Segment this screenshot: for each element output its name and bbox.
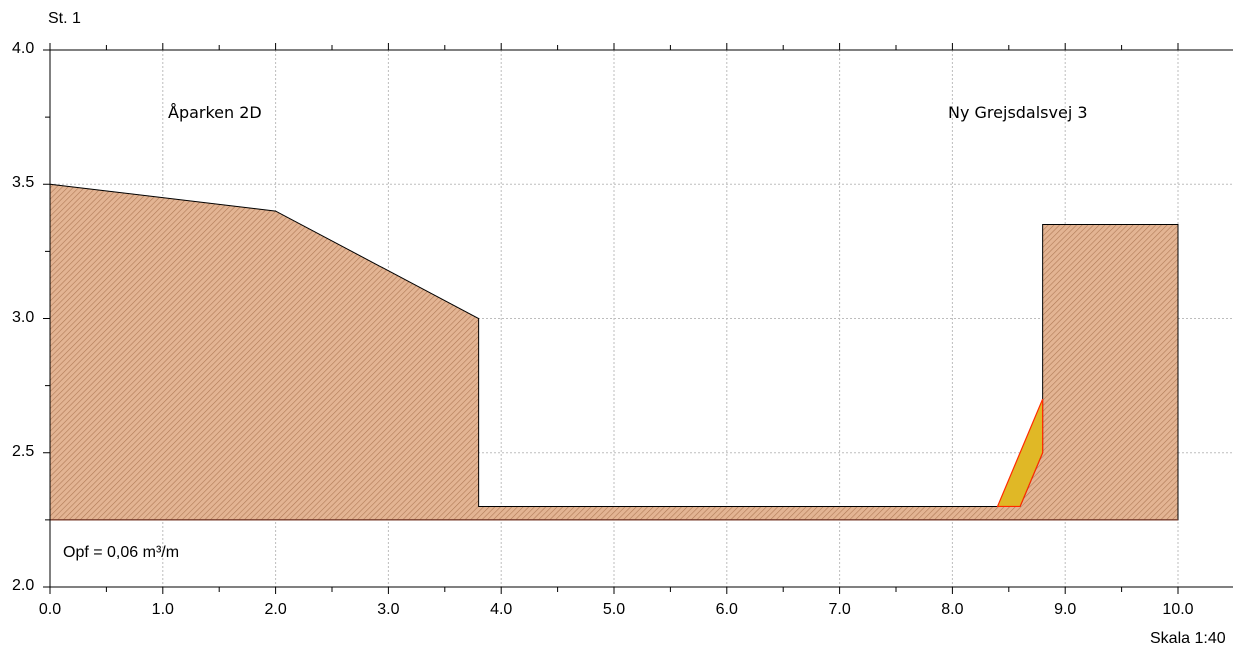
x-tick-label: 10.0: [1162, 601, 1194, 618]
right-owner-label: Ny Grejsdalsvej 3: [948, 103, 1088, 122]
scale-label: Skala 1:40: [1150, 630, 1226, 647]
left-owner-label: Åparken 2D: [168, 103, 262, 122]
opf-label: Opf = 0,06 m³/m: [63, 544, 180, 561]
axes: [43, 43, 1233, 594]
station-label: St. 1: [48, 10, 81, 27]
x-tick-label: 6.0: [715, 601, 738, 618]
x-tick-label: 1.0: [151, 601, 174, 618]
x-tick-label: 3.0: [377, 601, 400, 618]
fill-layer: [996, 398, 1044, 508]
y-tick-label: 2.5: [12, 442, 35, 460]
y-tick-label: 3.5: [12, 174, 35, 192]
y-tick-label: 2.0: [12, 577, 35, 594]
x-tick-label: 4.0: [490, 601, 513, 618]
y-tick-label: 4.0: [12, 40, 35, 57]
x-tick-label: 7.0: [828, 601, 851, 618]
x-tick-label: 2.0: [264, 601, 287, 618]
x-tick-label: 0.0: [38, 601, 62, 618]
fill-area: [996, 398, 1044, 508]
x-tick-label: 5.0: [602, 601, 626, 618]
y-tick-label: 3.0: [12, 308, 35, 326]
x-tick-label: 9.0: [1054, 601, 1077, 618]
x-tick-label: 8.0: [941, 601, 964, 618]
